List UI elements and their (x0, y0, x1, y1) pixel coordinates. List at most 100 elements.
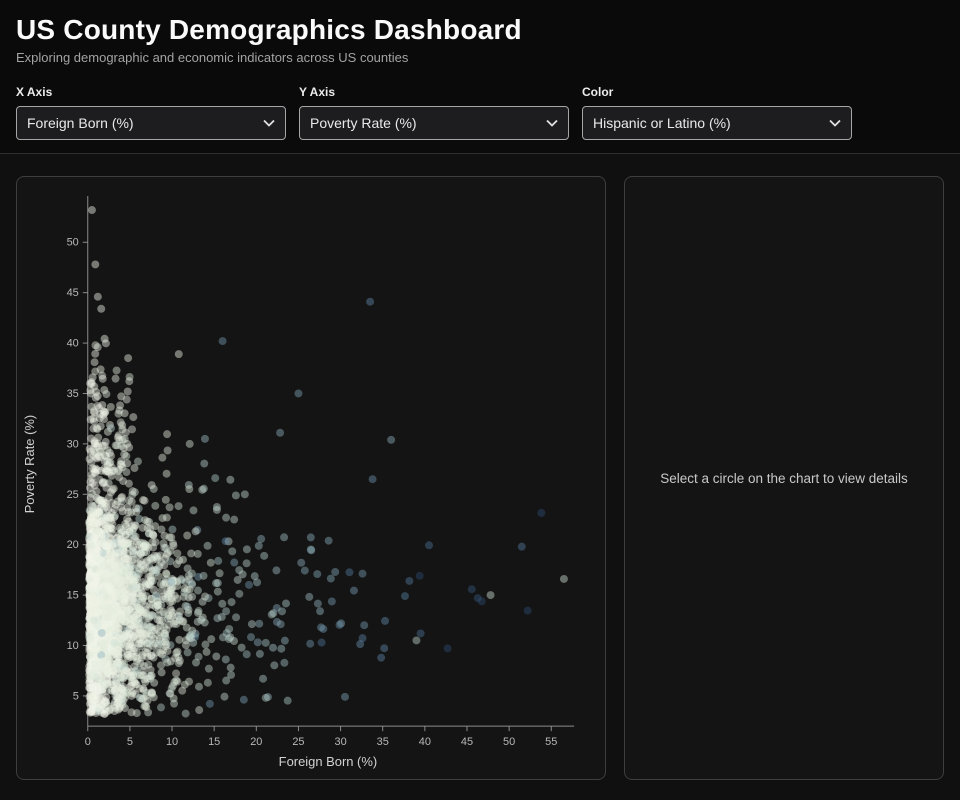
scatter-point[interactable] (144, 708, 153, 717)
scatter-point[interactable] (95, 626, 104, 635)
scatter-point[interactable] (96, 587, 105, 596)
scatter-point[interactable] (134, 589, 143, 598)
scatter-point[interactable] (100, 608, 109, 617)
scatter-point[interactable] (86, 493, 95, 502)
scatter-point[interactable] (150, 551, 159, 560)
scatter-point[interactable] (99, 663, 108, 672)
scatter-point[interactable] (103, 554, 112, 563)
scatter-point[interactable] (110, 513, 119, 522)
scatter-point[interactable] (107, 498, 116, 507)
scatter-point[interactable] (129, 647, 138, 656)
scatter-plot[interactable]: 0 5 10 15 20 25 30 35 40 45 50 55510152025303540455… (18, 178, 604, 778)
scatter-point[interactable] (102, 659, 111, 668)
scatter-point[interactable] (138, 695, 147, 704)
scatter-point[interactable] (85, 620, 94, 629)
scatter-point[interactable] (91, 520, 100, 529)
scatter-point[interactable] (89, 644, 98, 653)
scatter-point[interactable] (175, 656, 184, 665)
scatter-point[interactable] (92, 527, 101, 536)
scatter-point[interactable] (88, 658, 97, 667)
scatter-point[interactable] (85, 537, 94, 546)
scatter-point[interactable] (105, 601, 114, 610)
scatter-point[interactable] (92, 595, 101, 604)
scatter-point[interactable] (136, 550, 145, 559)
scatter-point[interactable] (121, 561, 130, 569)
scatter-point[interactable] (96, 582, 105, 591)
scatter-point[interactable] (97, 651, 106, 659)
scatter-point[interactable] (115, 530, 124, 539)
scatter-point[interactable] (111, 691, 120, 700)
scatter-point[interactable] (98, 583, 106, 592)
scatter-point[interactable] (87, 557, 96, 566)
scatter-point[interactable] (88, 659, 97, 668)
scatter-point[interactable] (125, 682, 134, 691)
scatter-point[interactable] (102, 604, 111, 613)
scatter-point[interactable] (85, 534, 94, 543)
scatter-point[interactable] (102, 576, 111, 585)
scatter-point[interactable] (148, 555, 157, 564)
scatter-point[interactable] (96, 568, 105, 577)
scatter-point[interactable] (112, 609, 121, 618)
scatter-point[interactable] (87, 515, 96, 524)
scatter-point[interactable] (110, 583, 119, 592)
scatter-point[interactable] (100, 584, 109, 593)
scatter-point[interactable] (109, 643, 118, 652)
scatter-point[interactable] (93, 609, 102, 618)
scatter-point[interactable] (93, 621, 102, 630)
scatter-point[interactable] (103, 676, 112, 685)
scatter-point[interactable] (102, 606, 111, 615)
scatter-point[interactable] (85, 631, 94, 640)
scatter-point[interactable] (110, 646, 119, 655)
scatter-point[interactable] (92, 557, 101, 566)
scatter-point[interactable] (112, 663, 121, 672)
scatter-point[interactable] (97, 643, 106, 652)
scatter-point[interactable] (104, 582, 113, 591)
scatter-point[interactable] (91, 633, 100, 642)
scatter-point[interactable] (109, 484, 118, 493)
scatter-point[interactable] (118, 492, 127, 501)
scatter-point[interactable] (99, 598, 108, 607)
scatter-point[interactable] (132, 581, 141, 590)
scatter-point[interactable] (98, 499, 107, 508)
scatter-point[interactable] (108, 637, 117, 646)
scatter-point[interactable] (93, 622, 102, 631)
scatter-point[interactable] (91, 538, 100, 547)
scatter-point[interactable] (89, 603, 98, 612)
scatter-point[interactable] (101, 467, 110, 476)
scatter-point[interactable] (100, 635, 109, 644)
scatter-point[interactable] (89, 511, 98, 520)
scatter-point[interactable] (283, 696, 292, 705)
scatter-point[interactable] (86, 605, 95, 614)
scatter-point[interactable] (121, 594, 130, 603)
scatter-point[interactable] (90, 605, 99, 614)
scatter-point[interactable] (93, 586, 102, 595)
scatter-point[interactable] (92, 624, 101, 633)
scatter-point[interactable] (110, 577, 119, 586)
scatter-point[interactable] (117, 536, 126, 545)
scatter-point[interactable] (92, 562, 101, 571)
scatter-point[interactable] (132, 545, 141, 554)
scatter-point[interactable] (95, 612, 104, 621)
scatter-point[interactable] (94, 508, 103, 517)
scatter-point[interactable] (103, 559, 111, 568)
scatter-point[interactable] (125, 372, 134, 381)
scatter-point[interactable] (105, 643, 113, 652)
scatter-point[interactable] (192, 658, 200, 667)
scatter-point[interactable] (119, 566, 128, 575)
scatter-point[interactable] (144, 572, 153, 581)
scatter-point[interactable] (277, 644, 286, 653)
scatter-point[interactable] (85, 444, 94, 453)
scatter-point[interactable] (135, 608, 144, 617)
scatter-point[interactable] (97, 553, 106, 562)
scatter-point[interactable] (129, 573, 138, 582)
scatter-point[interactable] (119, 543, 128, 552)
scatter-point[interactable] (157, 586, 166, 595)
scatter-point[interactable] (122, 563, 131, 572)
scatter-point[interactable] (86, 564, 95, 573)
scatter-point[interactable] (176, 607, 185, 616)
scatter-point[interactable] (91, 577, 100, 586)
scatter-point[interactable] (105, 670, 114, 679)
scatter-point[interactable] (87, 590, 96, 599)
scatter-point[interactable] (143, 644, 152, 653)
scatter-point[interactable] (272, 603, 281, 612)
